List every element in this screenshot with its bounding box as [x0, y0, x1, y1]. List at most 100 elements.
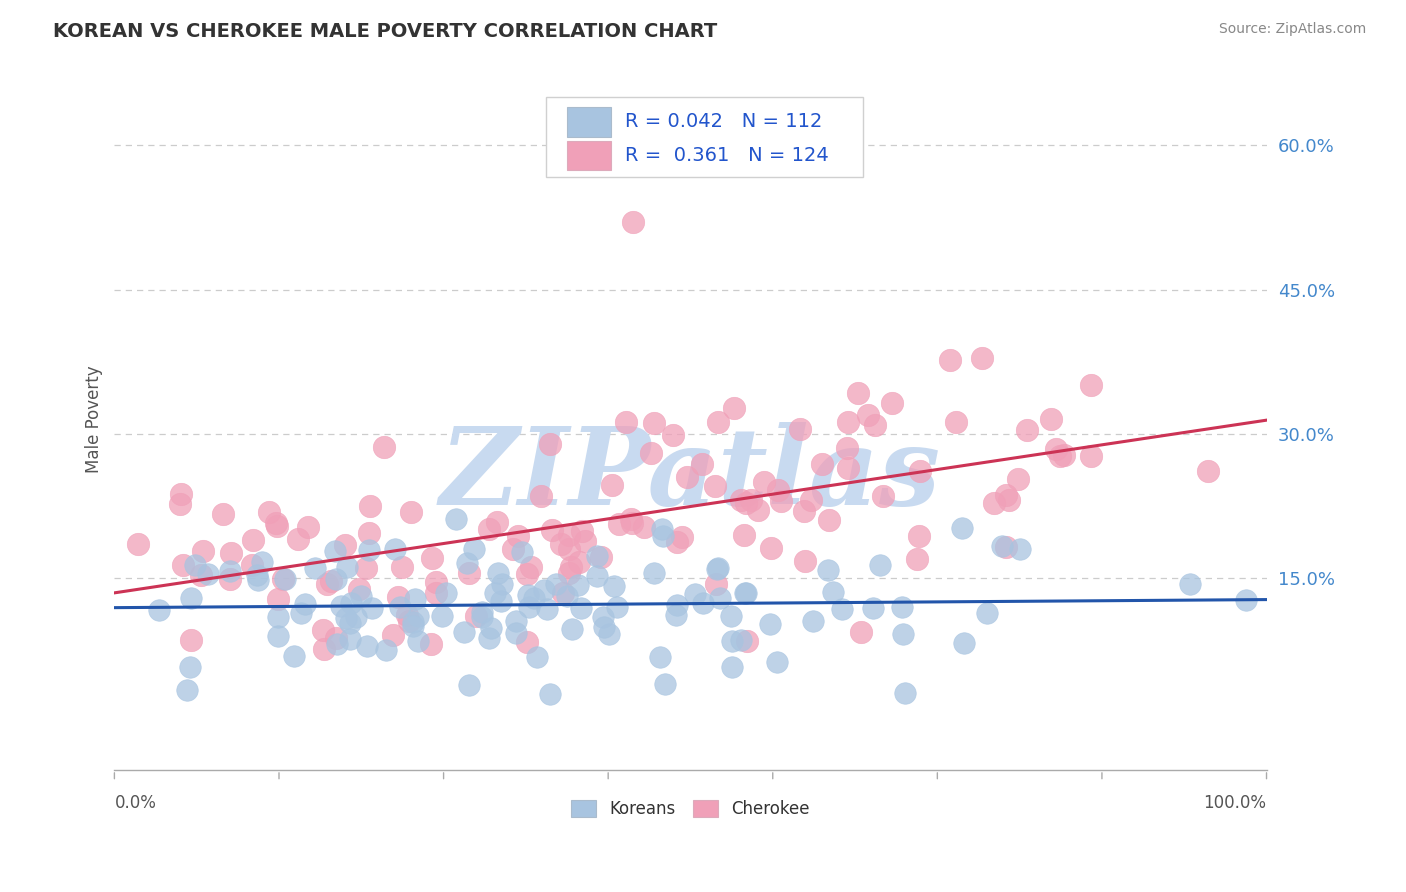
Point	[434, 586, 457, 600]
Point	[505, 614, 527, 628]
Point	[620, 516, 643, 530]
Point	[523, 591, 546, 605]
Text: KOREAN VS CHEROKEE MALE POVERTY CORRELATION CHART: KOREAN VS CHEROKEE MALE POVERTY CORRELAT…	[53, 22, 717, 41]
Point	[707, 415, 730, 429]
Point	[384, 542, 406, 557]
Point	[747, 503, 769, 517]
Point	[558, 542, 581, 557]
Point	[505, 626, 527, 640]
Point	[336, 560, 359, 574]
Point	[730, 633, 752, 648]
Point	[333, 538, 356, 552]
Point	[872, 489, 894, 503]
Point	[862, 601, 884, 615]
Point	[1180, 577, 1202, 591]
Text: 100.0%: 100.0%	[1204, 794, 1267, 812]
Point	[704, 576, 727, 591]
Point	[837, 461, 859, 475]
Point	[267, 592, 290, 607]
Point	[169, 497, 191, 511]
Point	[484, 586, 506, 600]
Point	[620, 512, 643, 526]
Point	[643, 416, 665, 430]
Point	[651, 522, 673, 536]
Point	[643, 566, 665, 581]
Point	[325, 572, 347, 586]
Point	[735, 586, 758, 600]
Point	[666, 535, 689, 549]
Point	[172, 558, 194, 572]
Point	[1049, 450, 1071, 464]
Point	[399, 505, 422, 519]
Point	[730, 492, 752, 507]
Point	[489, 594, 512, 608]
Point	[246, 574, 269, 588]
Point	[706, 562, 728, 576]
Point	[793, 504, 815, 518]
Point	[406, 608, 429, 623]
Point	[506, 529, 529, 543]
Point	[266, 518, 288, 533]
Point	[758, 616, 780, 631]
Point	[794, 554, 817, 568]
Point	[304, 561, 326, 575]
FancyBboxPatch shape	[567, 141, 612, 170]
Point	[550, 537, 572, 551]
Point	[354, 561, 377, 575]
Point	[520, 560, 543, 574]
Point	[690, 457, 713, 471]
Point	[191, 544, 214, 558]
Point	[176, 682, 198, 697]
Point	[683, 587, 706, 601]
Point	[952, 636, 974, 650]
Point	[184, 558, 207, 573]
Point	[526, 650, 548, 665]
Point	[211, 507, 233, 521]
Point	[491, 577, 513, 591]
Point	[148, 603, 170, 617]
Point	[893, 686, 915, 700]
Point	[516, 588, 538, 602]
Point	[863, 417, 886, 432]
Point	[290, 606, 312, 620]
Point	[381, 628, 404, 642]
Point	[457, 678, 479, 692]
Point	[650, 650, 672, 665]
Point	[391, 559, 413, 574]
Point	[733, 528, 755, 542]
Point	[1008, 541, 1031, 556]
Point	[240, 558, 263, 573]
Point	[692, 596, 714, 610]
Point	[287, 532, 309, 546]
Point	[869, 558, 891, 572]
Point	[323, 544, 346, 558]
Point	[553, 585, 575, 599]
Point	[651, 529, 673, 543]
Point	[180, 591, 202, 606]
Point	[858, 408, 880, 422]
Point	[721, 634, 744, 648]
Point	[404, 592, 426, 607]
Point	[569, 600, 592, 615]
Point	[723, 401, 745, 415]
Point	[671, 530, 693, 544]
Point	[347, 582, 370, 597]
Point	[633, 520, 655, 534]
Point	[395, 607, 418, 622]
Point	[422, 551, 444, 566]
Point	[907, 551, 929, 566]
Point	[737, 633, 759, 648]
Point	[250, 555, 273, 569]
Point	[592, 610, 614, 624]
Point	[179, 660, 201, 674]
Point	[880, 396, 903, 410]
Point	[574, 533, 596, 548]
Point	[950, 521, 973, 535]
Point	[603, 579, 626, 593]
Point	[373, 440, 395, 454]
Point	[218, 572, 240, 586]
Point	[478, 522, 501, 536]
Point	[398, 615, 420, 629]
Point	[544, 576, 567, 591]
Point	[326, 637, 349, 651]
